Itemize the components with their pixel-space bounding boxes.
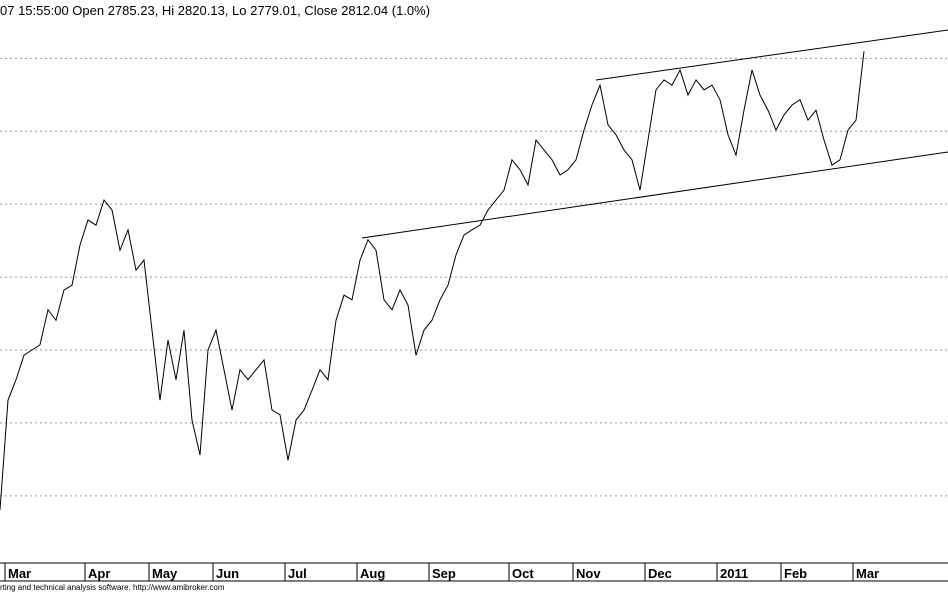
x-tick-label: Oct	[512, 566, 534, 581]
x-tick-label: Mar	[856, 566, 879, 581]
x-tick-label: Aug	[360, 566, 385, 581]
x-tick-label: Sep	[432, 566, 456, 581]
x-tick-label: May	[152, 566, 178, 581]
header-text: 07 15:55:00 Open 2785.23, Hi 2820.13, Lo…	[0, 3, 430, 18]
x-tick-label: Jul	[288, 566, 307, 581]
x-tick-label: Apr	[88, 566, 110, 581]
x-tick-label: Jun	[216, 566, 239, 581]
x-tick-label: Dec	[648, 566, 672, 581]
price-line	[0, 51, 865, 510]
footer: rting and technical analysis software. h…	[0, 583, 225, 592]
trend-line	[361, 151, 948, 239]
x-tick-label: 2011	[720, 566, 748, 581]
header-bg	[0, 0, 520, 22]
x-tick-label: Mar	[8, 566, 31, 581]
trend-line	[595, 29, 948, 81]
x-tick-label: Feb	[784, 566, 807, 581]
x-tick-label: Nov	[576, 566, 601, 581]
